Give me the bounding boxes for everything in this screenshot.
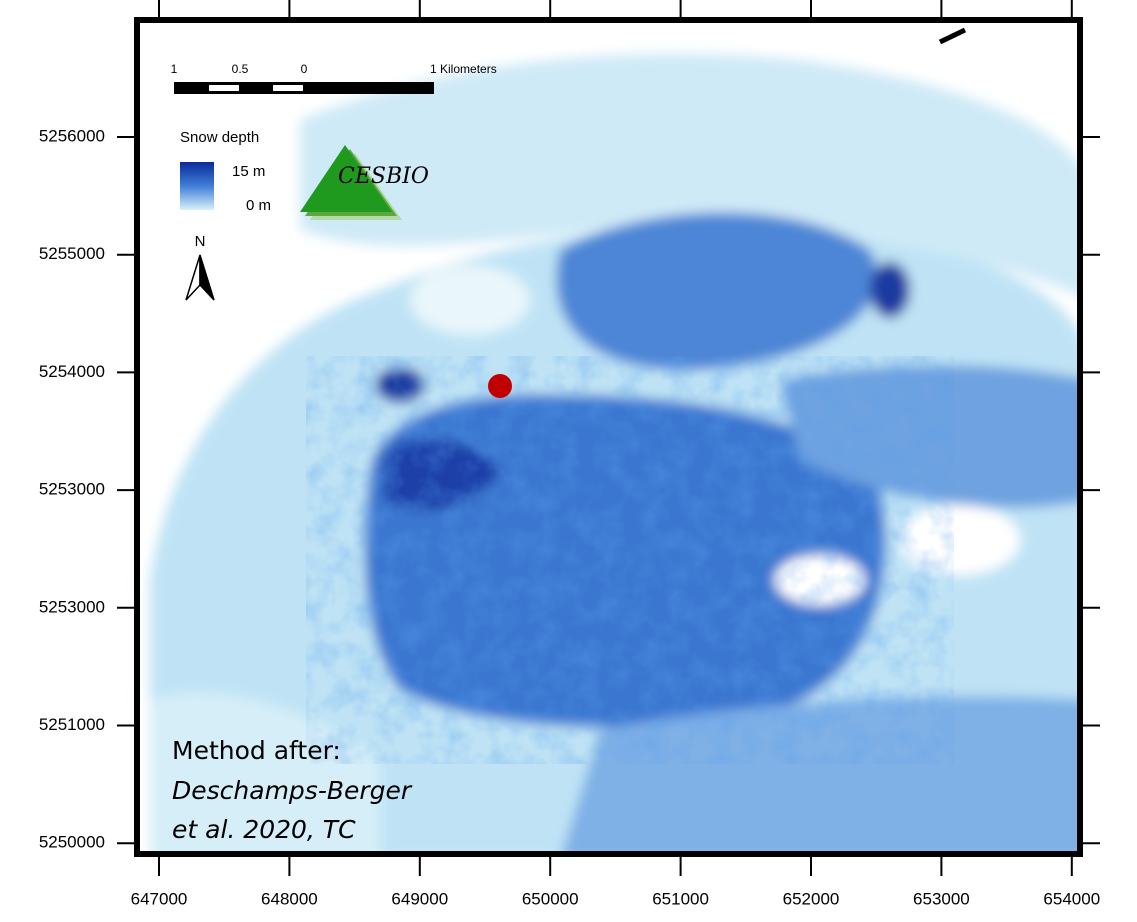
north-label: N xyxy=(195,233,206,250)
scale-label: 0 xyxy=(301,62,308,76)
x-tick-label: 652000 xyxy=(783,889,840,908)
x-tick-label: 649000 xyxy=(391,889,448,908)
x-tick-label: 653000 xyxy=(913,889,970,908)
y-tick-label: 5250000 xyxy=(39,833,105,852)
scale-label: 1 Kilometers xyxy=(430,62,497,76)
legend-ramp xyxy=(180,162,214,210)
x-tick-label: 654000 xyxy=(1043,889,1100,908)
y-tick-label: 5256000 xyxy=(39,126,105,145)
legend-title: Snow depth xyxy=(180,129,259,146)
y-tick-label: 5254000 xyxy=(39,362,105,381)
y-tick-label: 5253000 xyxy=(39,480,105,499)
scale-bar-segment xyxy=(209,85,239,91)
legend-max: 15 m xyxy=(232,163,265,180)
map-figure: 647000 648000 649000 650000 651000 652000 6530… xyxy=(0,0,1137,922)
citation-line: et al. 2020, TC xyxy=(172,815,356,844)
scale-bar-segment xyxy=(273,85,303,91)
x-tick-label: 647000 xyxy=(131,889,188,908)
logo-text: CESBIO xyxy=(338,164,429,189)
scale-label: 1 xyxy=(171,62,178,76)
location-marker xyxy=(488,374,512,398)
y-tick-label: 5251000 xyxy=(39,715,105,734)
citation-line: Method after: xyxy=(172,736,341,765)
y-tick-label: 5253000 xyxy=(39,597,105,616)
x-tick-label: 651000 xyxy=(652,889,709,908)
y-tick-label: 5255000 xyxy=(39,244,105,263)
x-tick-label: 650000 xyxy=(522,889,579,908)
citation-line: Deschamps-Berger xyxy=(172,776,413,805)
x-tick-label: 648000 xyxy=(261,889,318,908)
scale-label: 0.5 xyxy=(232,62,249,76)
legend-min: 0 m xyxy=(246,197,271,214)
